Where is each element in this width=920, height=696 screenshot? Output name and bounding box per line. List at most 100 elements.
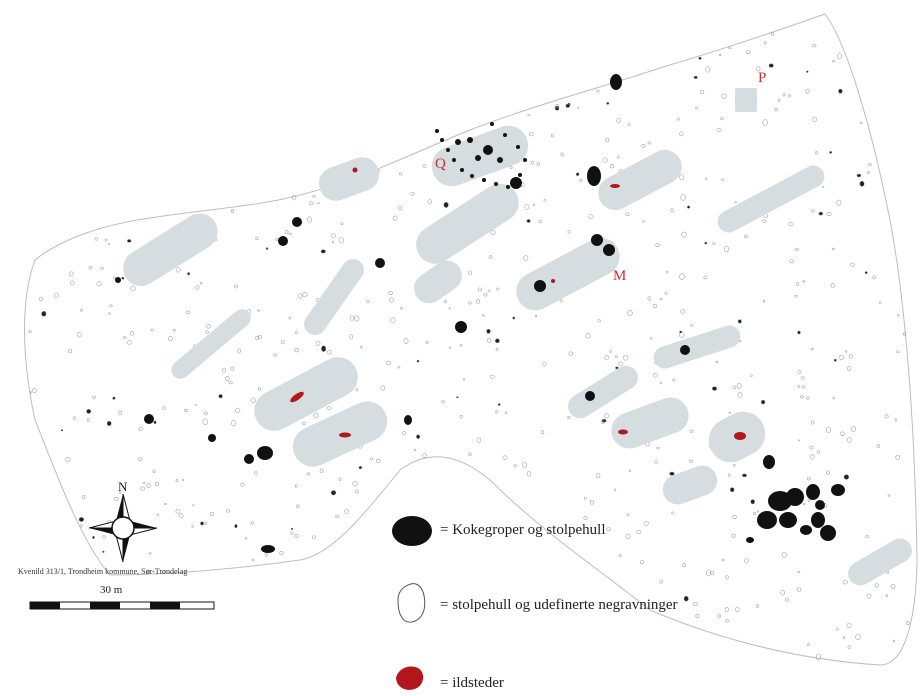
posthole [218, 394, 223, 399]
posthole [502, 455, 508, 460]
scale-bar [29, 601, 215, 610]
site-label-p: P [758, 70, 766, 86]
posthole [847, 436, 852, 443]
posthole [146, 483, 151, 489]
posthole [609, 349, 612, 353]
posthole [114, 496, 119, 502]
posthole [39, 297, 43, 302]
posthole [187, 272, 191, 276]
posthole [230, 366, 235, 371]
posthole [402, 431, 407, 435]
posthole [326, 406, 332, 410]
posthole [107, 243, 111, 246]
posthole [721, 558, 725, 562]
posthole [756, 66, 761, 72]
posthole [118, 491, 122, 494]
posthole [234, 407, 241, 414]
house [516, 237, 620, 311]
posthole [703, 275, 708, 280]
posthole [355, 388, 359, 392]
posthole [204, 521, 207, 526]
posthole [744, 558, 749, 564]
posthole [567, 230, 571, 234]
posthole [183, 408, 189, 413]
posthole [690, 324, 693, 327]
posthole [855, 634, 861, 641]
posthole [294, 484, 298, 488]
posthole [234, 284, 238, 289]
posthole [175, 267, 181, 273]
posthole [522, 461, 528, 468]
posthole [897, 314, 900, 317]
posthole [640, 560, 645, 564]
posthole [801, 385, 806, 389]
posthole [868, 163, 872, 167]
posthole [642, 220, 645, 223]
posthole [730, 487, 735, 493]
posthole [614, 355, 618, 358]
posthole [127, 239, 132, 243]
posthole [172, 328, 176, 332]
posthole [486, 328, 491, 334]
posthole [534, 314, 538, 318]
posthole [717, 614, 722, 619]
posthole [622, 355, 629, 361]
posthole [842, 579, 848, 585]
posthole [94, 237, 99, 241]
posthole [309, 201, 314, 206]
posthole [543, 198, 547, 202]
posthole [606, 102, 610, 105]
posthole [425, 341, 429, 345]
posthole [164, 502, 167, 506]
posthole [290, 527, 294, 530]
posthole [338, 477, 342, 481]
posthole [523, 255, 529, 262]
posthole [255, 236, 259, 241]
posthole [92, 395, 96, 399]
site-label-q: Q [435, 156, 446, 172]
posthole [832, 60, 835, 63]
posthole [716, 128, 722, 132]
posthole [301, 422, 306, 425]
posthole [178, 513, 184, 519]
posthole [797, 385, 801, 388]
posthole [321, 345, 327, 352]
posthole [734, 201, 737, 204]
posthole [806, 70, 809, 73]
posthole [312, 535, 316, 540]
posthole [867, 171, 870, 174]
posthole [847, 366, 851, 371]
house-outlines [123, 88, 912, 586]
posthole [459, 414, 463, 419]
posthole [200, 521, 204, 526]
posthole [757, 510, 760, 513]
posthole [258, 387, 262, 391]
house [848, 538, 912, 586]
posthole [524, 204, 530, 210]
posthole [422, 164, 427, 168]
posthole [664, 291, 668, 295]
posthole [138, 427, 143, 431]
posthole [495, 347, 499, 351]
posthole [487, 289, 491, 292]
posthole [118, 410, 123, 415]
posthole [550, 133, 554, 138]
posthole [109, 304, 113, 308]
posthole [468, 452, 472, 456]
posthole [150, 328, 154, 332]
posthole [583, 516, 588, 520]
posthole [905, 621, 910, 626]
posthole [410, 192, 415, 196]
posthole [392, 215, 398, 221]
posthole [78, 517, 85, 522]
posthole [724, 607, 729, 613]
posthole [28, 330, 32, 334]
posthole [760, 399, 766, 405]
posthole [815, 653, 821, 661]
posthole [887, 494, 891, 497]
posthole [589, 500, 595, 505]
posthole [482, 314, 485, 317]
posthole [616, 118, 622, 124]
posthole [102, 550, 105, 553]
posthole [112, 396, 116, 400]
